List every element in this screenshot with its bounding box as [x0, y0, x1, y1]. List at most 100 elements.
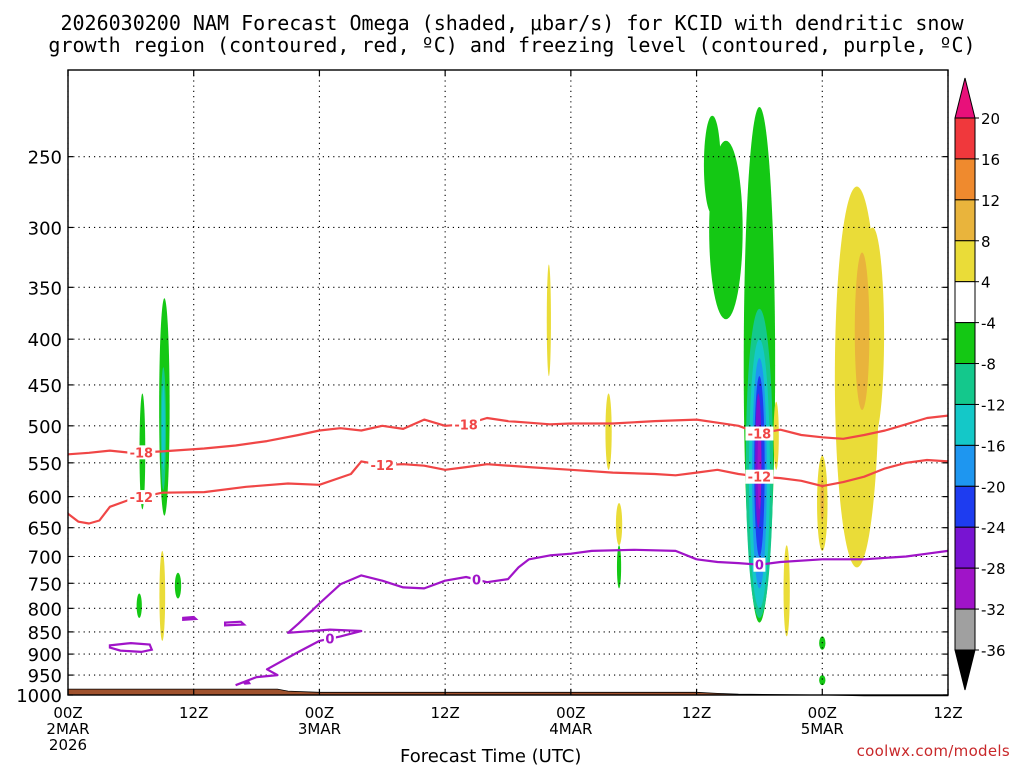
omega-area [159, 550, 166, 641]
contour-label-bg [127, 490, 156, 505]
colorbar-bin [954, 485, 976, 528]
contour-label: 0 [472, 574, 481, 589]
contour-label-bg [753, 557, 766, 572]
contour-label: 0 [325, 633, 334, 648]
contour-line [108, 641, 154, 654]
colorbar-label: -20 [981, 478, 1006, 496]
colorbar-label: 8 [981, 233, 991, 251]
contour-layer: -18 -18 -18 -12 -12 -12 0 0 0 [68, 414, 948, 687]
contour-label: -12 [371, 459, 395, 474]
colorbar-label: -24 [981, 519, 1006, 537]
x-tick-label: 12Z [179, 704, 208, 722]
contour-line [182, 615, 199, 621]
omega-area [819, 675, 826, 686]
x-tick-label: 4MAR [549, 720, 592, 738]
colorbar-bin [954, 608, 976, 651]
contour-label-bg [745, 426, 774, 441]
colorbar-bin [954, 526, 976, 569]
contour-label: -18 [454, 418, 478, 433]
omega-shading-layer [136, 107, 885, 686]
contour-line [68, 458, 948, 525]
y-tick-label: 600 [28, 488, 62, 509]
colorbar-bin [954, 363, 976, 405]
colorbar-bin [954, 240, 976, 283]
colorbar-label: 16 [981, 151, 1000, 169]
colorbar-bin [954, 403, 976, 446]
y-tick-label: 550 [28, 454, 62, 475]
credit-link[interactable]: coolwx.com/models [856, 742, 1010, 760]
x-tick-label: 00Z [53, 704, 82, 722]
colorbar-bin [954, 567, 976, 610]
colorbar-bin [954, 199, 976, 242]
omega-area [773, 401, 779, 470]
omega-area [854, 252, 870, 410]
x-tick-label: 12Z [430, 704, 459, 722]
contour-label: -12 [130, 491, 154, 506]
omega-area [709, 140, 743, 320]
omega-area [757, 425, 762, 510]
contour-label-bg [323, 631, 336, 646]
contour-label: -18 [130, 446, 154, 461]
y-tick-label: 950 [28, 666, 62, 687]
omega-area [616, 545, 622, 589]
contour-label: 0 [755, 559, 764, 574]
colorbar-label: -12 [981, 396, 1006, 414]
x-tick-label: 12Z [933, 704, 962, 722]
colorbar-bin [954, 77, 976, 119]
colorbar-label: 12 [981, 192, 1000, 210]
omega-area [820, 476, 825, 522]
omega-area [615, 503, 623, 546]
y-tick-label: 350 [28, 278, 62, 299]
colorbar: 20 16 12 8 4 -4 -8 -12 -16 -20 -24 -28 -32 -36 [954, 77, 1006, 691]
contour-label-bg [368, 457, 397, 472]
y-tick-label: 900 [28, 645, 62, 666]
colorbar-bin [954, 649, 976, 691]
colorbar-label: -32 [981, 601, 1006, 619]
contour-label: -18 [748, 428, 772, 443]
omega-area [605, 393, 612, 470]
x-tick-label: 2MAR [46, 720, 89, 738]
contour-label-bg [452, 417, 481, 432]
chart-title-line-1: 2026030200 NAM Forecast Omega (shaded, μ… [60, 11, 964, 35]
omega-area [136, 593, 142, 618]
colorbar-label: 4 [981, 274, 991, 292]
y-tick-label: 750 [28, 574, 62, 595]
contour-line [224, 620, 247, 627]
contour-label: -12 [748, 471, 772, 486]
contour-label-bg [745, 469, 774, 484]
y-tick-label: 1000 [16, 686, 62, 707]
plot-frame [67, 69, 949, 696]
colorbar-bin [954, 444, 976, 487]
colorbar-label: -8 [981, 356, 996, 374]
colorbar-label: -36 [981, 642, 1006, 660]
omega-area [174, 572, 182, 599]
terrain-layer [67, 688, 949, 697]
omega-area [161, 384, 165, 470]
y-tick-label: 250 [28, 148, 62, 169]
y-tick-label: 800 [28, 599, 62, 620]
x-tick-label: 00Z [808, 704, 837, 722]
x-tick-label: 12Z [682, 704, 711, 722]
x-tick-label: 00Z [305, 704, 334, 722]
y-tick-label: 450 [28, 376, 62, 397]
y-tick-label: 650 [28, 519, 62, 540]
x-tick-label: 00Z [556, 704, 585, 722]
contour-line [235, 548, 948, 687]
y-tick-label: 400 [28, 330, 62, 351]
colorbar-bin [954, 117, 976, 160]
x-tick-label: 2026 [49, 736, 87, 754]
omega-area [546, 264, 551, 377]
terrain-surface [67, 688, 949, 697]
contour-label-bg [127, 445, 156, 460]
contour-label-bg [470, 572, 483, 587]
omega-area [783, 545, 790, 637]
y-tick-label: 300 [28, 218, 62, 239]
colorbar-label: -28 [981, 560, 1006, 578]
y-axis: 2503003504004505005506006507007508008509… [16, 148, 948, 707]
colorbar-bin [954, 281, 976, 324]
y-tick-label: 850 [28, 623, 62, 644]
colorbar-label: -4 [981, 315, 996, 333]
colorbar-label: -16 [981, 437, 1006, 455]
